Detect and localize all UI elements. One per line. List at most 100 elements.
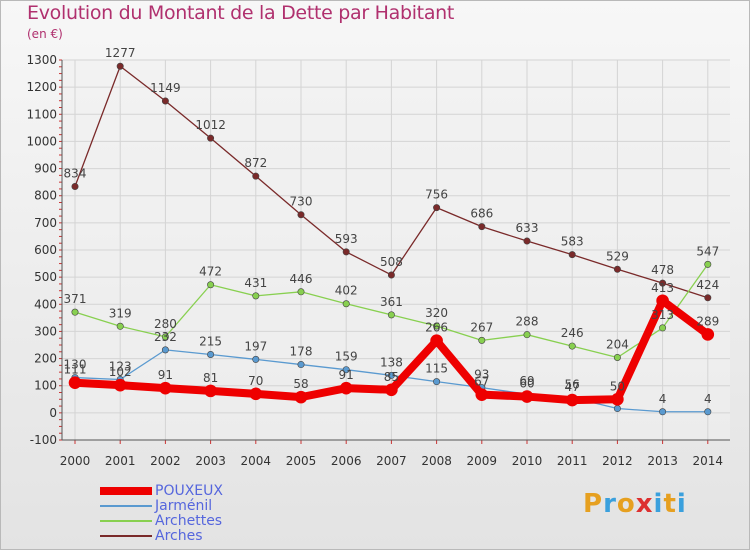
x-tick-label: 2001	[105, 454, 136, 468]
data-point-archettes	[116, 322, 124, 330]
data-label-arches: 872	[244, 156, 267, 170]
y-tick-label: 1000	[26, 134, 57, 148]
data-point-jarmenil	[207, 350, 215, 358]
data-point-arches	[207, 134, 215, 142]
data-point-archettes	[433, 322, 441, 330]
data-point-arches	[704, 294, 712, 302]
y-tick-label: 600	[34, 243, 57, 257]
logo-letter: o	[616, 489, 636, 519]
data-label-pouxeux: 50	[610, 379, 625, 393]
data-label-archettes: 204	[606, 337, 629, 351]
data-label-pouxeux: 58	[293, 377, 308, 391]
data-point-arches	[252, 172, 260, 180]
data-label-arches: 529	[606, 249, 629, 263]
data-label-jarmenil: 215	[199, 335, 222, 349]
x-tick-label: 2000	[60, 454, 91, 468]
data-point-pouxeux	[565, 393, 579, 407]
x-tick-label: 2011	[557, 454, 588, 468]
data-point-arches	[659, 279, 667, 287]
y-tick-label: 500	[34, 270, 57, 284]
legend-item-archettes: Archettes	[100, 514, 340, 529]
data-point-pouxeux	[701, 328, 715, 341]
data-point-pouxeux	[249, 387, 263, 401]
data-point-arches	[71, 182, 79, 190]
data-label-pouxeux: 60	[519, 377, 534, 391]
data-label-pouxeux: 91	[339, 368, 354, 382]
data-point-archettes	[207, 281, 215, 289]
x-tick-label: 2004	[241, 454, 272, 468]
data-point-arches	[613, 265, 621, 273]
data-point-archettes	[71, 308, 79, 316]
data-point-arches	[478, 223, 486, 231]
data-label-archettes: 313	[651, 308, 674, 322]
logo-letter: i	[653, 489, 664, 519]
data-point-archettes	[161, 333, 169, 341]
y-tick-label: 800	[34, 189, 57, 203]
data-label-jarmenil: 56	[565, 378, 580, 392]
data-label-arches: 730	[290, 195, 313, 209]
legend-item-jarmenil: Jarménil	[100, 499, 340, 514]
data-point-jarmenil	[161, 346, 169, 354]
data-point-archettes	[704, 260, 712, 268]
data-label-pouxeux: 70	[248, 374, 263, 388]
data-point-arches	[297, 211, 305, 219]
legend-label: Archettes	[155, 513, 223, 529]
data-label-jarmenil: 159	[335, 350, 358, 364]
data-point-arches	[568, 251, 576, 259]
y-tick-label: 1100	[26, 107, 57, 121]
data-label-archettes: 371	[64, 292, 87, 306]
data-point-archettes	[478, 336, 486, 344]
data-point-arches	[116, 62, 124, 70]
x-tick-label: 2006	[331, 454, 362, 468]
y-tick-label: 0	[49, 406, 57, 420]
data-label-archettes: 547	[696, 244, 719, 258]
data-point-jarmenil	[704, 408, 712, 416]
data-label-jarmenil: 93	[474, 368, 489, 382]
data-point-arches	[433, 204, 441, 212]
data-point-arches	[523, 237, 531, 245]
data-label-pouxeux: 67	[474, 375, 489, 389]
data-point-pouxeux	[204, 384, 217, 398]
legend-swatch	[100, 529, 152, 544]
data-point-archettes	[342, 300, 350, 308]
y-tick-label: 1200	[26, 80, 57, 94]
logo-letter: P	[583, 489, 604, 519]
chart-legend: POUXEUX Jarménil Archettes Arches	[100, 484, 340, 544]
data-label-archettes: 246	[561, 326, 584, 340]
data-label-pouxeux: 111	[64, 363, 87, 377]
x-tick-label: 2012	[602, 454, 633, 468]
data-label-archettes: 402	[335, 284, 358, 298]
data-label-pouxeux: 289	[696, 314, 719, 328]
data-label-arches: 593	[335, 232, 358, 246]
x-tick-label: 2008	[421, 454, 452, 468]
data-label-archettes: 472	[199, 265, 222, 279]
data-label-archettes: 431	[244, 276, 267, 290]
data-label-jarmenil: 232	[154, 330, 177, 344]
data-label-arches: 686	[470, 207, 493, 221]
y-tick-label: 300	[34, 324, 57, 338]
data-point-archettes	[387, 311, 395, 319]
data-label-jarmenil: 197	[244, 339, 267, 353]
data-label-archettes: 361	[380, 295, 403, 309]
x-tick-label: 2010	[512, 454, 543, 468]
legend-item-arches: Arches	[100, 529, 340, 544]
data-label-arches: 478	[651, 263, 674, 277]
data-label-arches: 508	[380, 255, 403, 269]
y-tick-label: 700	[34, 216, 57, 230]
data-label-pouxeux: 102	[109, 365, 132, 379]
legend-label: POUXEUX	[155, 483, 223, 499]
data-point-arches	[387, 271, 395, 279]
data-label-jarmenil: 178	[290, 345, 313, 359]
data-point-archettes	[659, 324, 667, 332]
data-point-jarmenil	[659, 408, 667, 416]
x-tick-label: 2002	[150, 454, 181, 468]
data-point-pouxeux	[159, 381, 172, 395]
legend-item-pouxeux: POUXEUX	[100, 484, 340, 499]
data-point-pouxeux	[430, 334, 443, 347]
data-label-jarmenil: 115	[425, 362, 448, 376]
data-point-jarmenil	[613, 405, 621, 413]
chart-title: Evolution du Montant de la Dette par Hab…	[27, 2, 455, 24]
logo-letter: x	[635, 489, 654, 519]
data-label-arches: 633	[516, 221, 539, 235]
